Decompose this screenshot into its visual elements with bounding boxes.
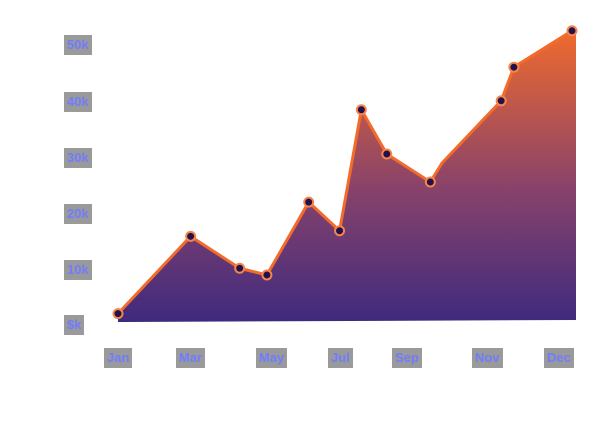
x-tick-label: Nov bbox=[472, 348, 503, 368]
data-markers bbox=[112, 25, 578, 320]
x-tick-label: Jul bbox=[328, 348, 353, 368]
data-point bbox=[424, 176, 436, 188]
data-point bbox=[303, 196, 315, 208]
x-tick-label: Mar bbox=[176, 348, 206, 368]
data-point bbox=[112, 308, 124, 320]
y-tick-label: 10k bbox=[64, 260, 92, 280]
data-point bbox=[495, 95, 507, 107]
x-tick-label: May bbox=[256, 348, 288, 368]
data-point bbox=[185, 230, 197, 242]
data-point bbox=[261, 269, 273, 281]
y-tick-label: 20k bbox=[64, 204, 92, 224]
y-tick-label: 40k bbox=[64, 92, 92, 112]
x-tick-label: Dec bbox=[544, 348, 574, 368]
y-tick-label: 50k bbox=[64, 35, 92, 55]
x-tick-label: Sep bbox=[392, 348, 422, 368]
y-tick-label: 30k bbox=[64, 148, 92, 168]
data-point bbox=[355, 104, 367, 116]
data-point bbox=[381, 148, 393, 160]
y-tick-label: $k bbox=[64, 315, 85, 335]
data-point bbox=[508, 61, 520, 73]
area-fill bbox=[118, 30, 576, 323]
data-point bbox=[234, 262, 246, 274]
x-tick-label: Jan bbox=[104, 348, 133, 368]
data-point bbox=[566, 25, 578, 37]
data-point bbox=[334, 225, 346, 237]
